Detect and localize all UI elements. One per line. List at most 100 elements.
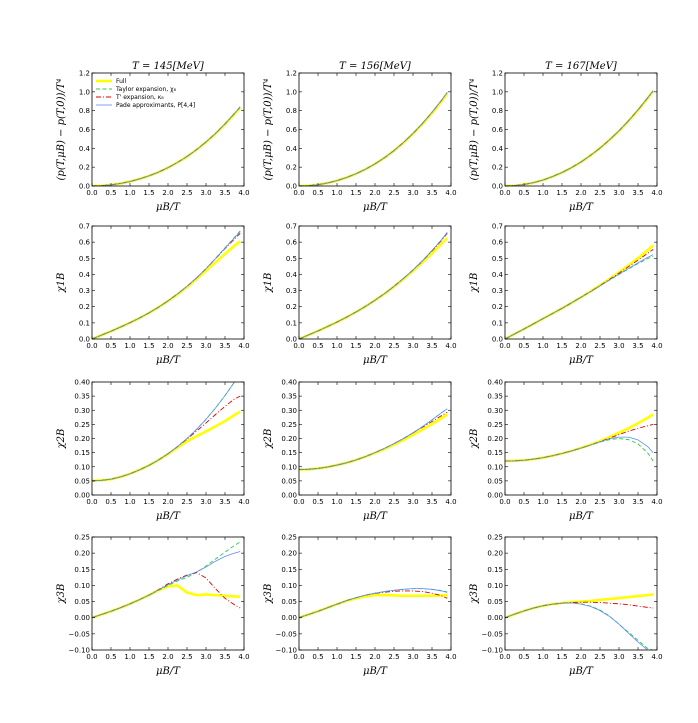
y-tick-label: 0.25	[487, 421, 503, 429]
x-tick-label: 2.0	[575, 342, 586, 350]
panel-r2-c0: 0.0 0.5 1.0 1.5 2.0 2.5 3.0 3.5 4.0 0.00 0.05 0.10 0…	[56, 379, 250, 523]
series-line-tprime	[92, 572, 241, 619]
x-tick-label: 2.5	[388, 498, 399, 506]
x-tick-label: 2.5	[594, 653, 605, 661]
x-tick-label: 3.0	[407, 498, 418, 506]
y-tick-label: 0.10	[281, 582, 297, 590]
x-tick-label: 3.5	[426, 342, 437, 350]
y-axis-label: χ1B	[56, 273, 67, 294]
panel-r3-c1: 0.0 0.5 1.0 1.5 2.0 2.5 3.0 3.5 4.0 −0.10 −0.05 0.0…	[263, 534, 457, 678]
panel-frame	[91, 225, 245, 340]
series-line-full	[92, 410, 241, 483]
x-tick-label: 4.0	[238, 342, 249, 350]
x-tick-label: 0.0	[499, 342, 510, 350]
series-line-pade	[505, 90, 654, 186]
panel-r0-c0: 0.0 0.5 1.0 1.5 2.0 2.5 3.0 3.5 4.0 0.0 0.2 0.4 0.6 0…	[56, 61, 250, 213]
x-tick-label: 1.0	[537, 653, 548, 661]
column-title: T = 156[MeV]	[339, 61, 411, 72]
series-line-full	[505, 244, 655, 339]
panel-frame	[298, 72, 452, 187]
y-axis-label: χ1B	[469, 273, 480, 294]
x-tick-label: 4.0	[445, 189, 456, 197]
y-tick-label: 0.8	[79, 107, 90, 115]
x-axis-label: μB/T	[156, 666, 181, 677]
series-line-full	[299, 413, 448, 471]
x-tick-label: 3.5	[632, 653, 643, 661]
y-tick-label: 0.6	[79, 239, 91, 247]
legend-label: Taylor expansion, χ₈	[115, 86, 177, 93]
x-tick-label: 1.0	[124, 189, 135, 197]
y-tick-label: 1.2	[286, 70, 297, 78]
y-tick-label: 0.15	[487, 449, 503, 457]
legend-label: Pade approximants, P[4,4]	[116, 102, 195, 109]
y-tick-label: 0.20	[487, 550, 503, 558]
series-line-tprime	[505, 90, 654, 186]
x-tick-label: 0.5	[518, 189, 529, 197]
x-axis-label: μB/T	[156, 355, 181, 366]
y-tick-label: −0.10	[276, 647, 297, 655]
panel-frame	[504, 72, 658, 187]
x-tick-label: 1.5	[143, 498, 154, 506]
series-line-pade	[505, 602, 649, 650]
x-tick-label: 2.0	[162, 189, 173, 197]
y-tick-label: 1.2	[79, 70, 90, 78]
panel-frame	[298, 225, 452, 340]
series-line-full	[299, 92, 449, 186]
y-tick-label: 1.0	[79, 88, 90, 96]
x-tick-label: 0.0	[293, 498, 304, 506]
series-line-taylor	[92, 230, 241, 339]
series-line-pade	[505, 254, 654, 339]
x-tick-label: 1.0	[124, 342, 135, 350]
series-line-tprime	[299, 92, 448, 186]
series-line-full	[92, 584, 241, 619]
x-tick-label: 3.0	[200, 653, 211, 661]
series-group	[505, 244, 655, 339]
y-tick-label: 0.25	[74, 534, 90, 542]
y-tick-label: 0.1	[492, 319, 503, 327]
y-tick-label: 0.5	[79, 255, 90, 263]
series-line-full	[299, 237, 449, 339]
x-tick-label: 2.5	[594, 498, 605, 506]
x-tick-label: 2.0	[162, 653, 173, 661]
x-tick-label: 1.5	[143, 189, 154, 197]
series-line-taylor	[299, 232, 448, 339]
y-tick-label: 0.0	[79, 183, 90, 191]
y-tick-label: 0.15	[281, 449, 297, 457]
series-group	[299, 232, 449, 339]
series-line-taylor	[299, 92, 448, 186]
y-tick-label: 0.4	[286, 145, 298, 153]
series-group	[505, 413, 654, 463]
y-tick-label: −0.05	[482, 630, 503, 638]
y-axis-label: χ2B	[263, 429, 274, 450]
y-tick-label: 0.2	[286, 303, 297, 311]
x-tick-label: 3.0	[613, 498, 624, 506]
x-axis-label: μB/T	[363, 355, 388, 366]
y-tick-label: 0.10	[487, 582, 503, 590]
x-tick-label: 4.0	[651, 498, 662, 506]
series-line-tprime	[505, 249, 654, 339]
series-line-tprime	[505, 423, 654, 462]
panel-r1-c2: 0.0 0.5 1.0 1.5 2.0 2.5 3.0 3.5 4.0 0.0 0.1 0.2 0.3 0…	[469, 223, 663, 367]
x-axis-label: μB/T	[156, 202, 181, 213]
y-tick-label: 0.30	[74, 407, 90, 415]
x-tick-label: 3.5	[632, 342, 643, 350]
x-tick-label: 3.5	[219, 189, 230, 197]
y-tick-label: 0.7	[79, 223, 90, 231]
x-axis-label: μB/T	[569, 511, 594, 522]
x-tick-label: 3.5	[632, 189, 643, 197]
x-axis-label: μB/T	[363, 666, 388, 677]
x-tick-label: 1.5	[350, 189, 361, 197]
x-tick-label: 0.0	[293, 653, 304, 661]
y-tick-label: 0.2	[492, 303, 503, 311]
y-tick-label: 0.7	[286, 223, 297, 231]
series-line-pade	[92, 382, 235, 482]
y-tick-label: 0.20	[281, 550, 297, 558]
x-tick-label: 3.5	[219, 342, 230, 350]
x-axis-label: μB/T	[569, 202, 594, 213]
x-tick-label: 3.0	[613, 189, 624, 197]
series-group	[299, 92, 449, 186]
y-axis-label: χ3B	[56, 584, 67, 605]
x-tick-label: 3.5	[426, 189, 437, 197]
